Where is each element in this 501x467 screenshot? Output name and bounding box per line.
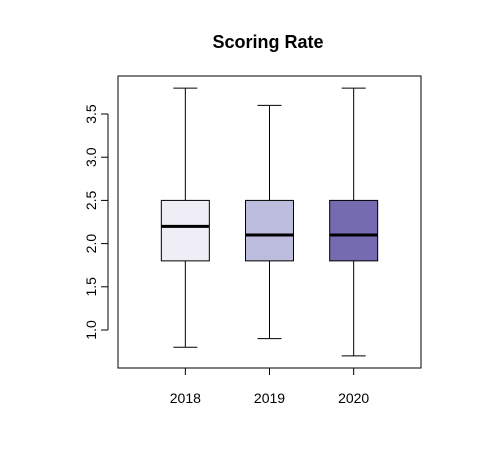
y-axis: 1.0 1.5 2.0 2.5 3.0 3.5	[83, 104, 108, 340]
x-tick-label: 2020	[338, 390, 369, 406]
x-axis: 2018 2019 2020	[170, 367, 369, 406]
chart-title: Scoring Rate	[212, 32, 323, 52]
boxes	[160, 87, 379, 357]
iqr-box	[245, 199, 294, 262]
box-2019	[245, 104, 294, 340]
y-tick-label: 1.5	[83, 277, 99, 297]
box-2018	[160, 87, 210, 348]
x-tick-label: 2018	[170, 390, 201, 406]
iqr-box	[160, 199, 210, 262]
y-tick-label: 1.0	[83, 320, 99, 340]
y-tick-label: 3.5	[83, 104, 99, 124]
y-tick-label: 3.0	[83, 147, 99, 167]
y-tick-label: 2.5	[83, 190, 99, 210]
iqr-box	[329, 199, 379, 262]
x-tick-label: 2019	[254, 390, 285, 406]
y-tick-label: 2.0	[83, 234, 99, 254]
box-2020	[329, 87, 379, 357]
